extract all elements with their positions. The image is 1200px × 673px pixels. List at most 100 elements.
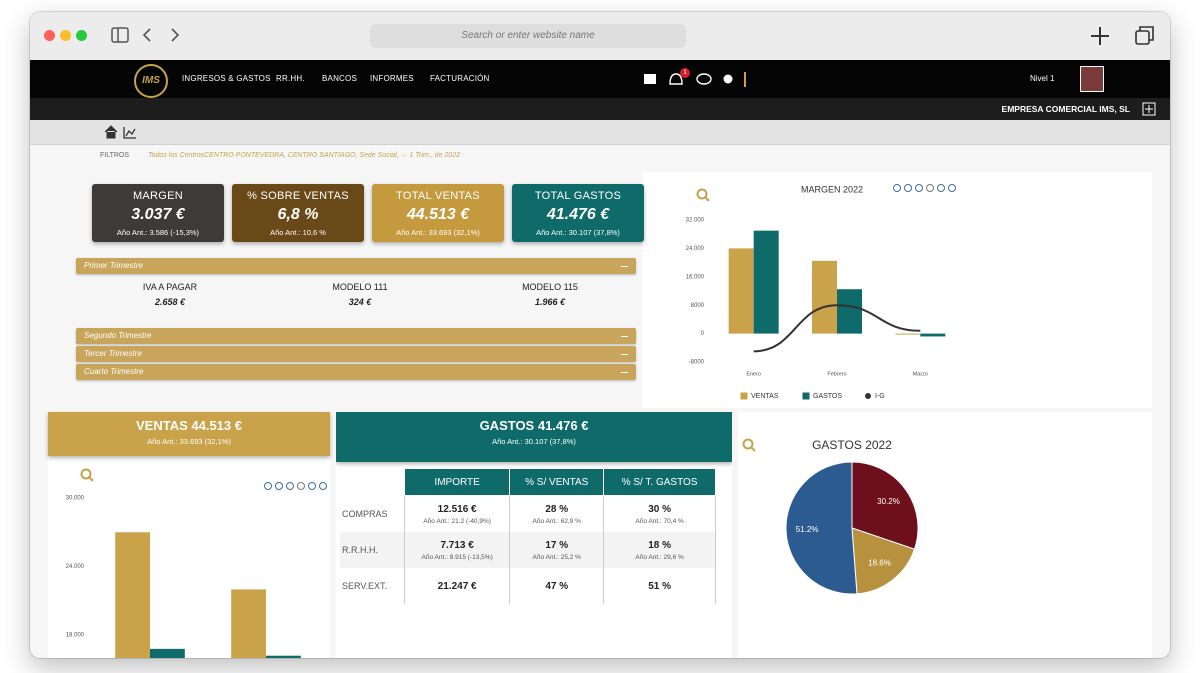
address-bar[interactable]: Search or enter website name <box>370 24 686 48</box>
chart-tool[interactable] <box>915 184 923 192</box>
nav-item[interactable]: INGRESOS & GASTOS <box>182 74 271 83</box>
zoom-icon[interactable] <box>696 188 710 202</box>
pie-slice[interactable] <box>851 527 916 595</box>
minimize-button[interactable] <box>60 30 71 41</box>
table-header[interactable]: % S/ VENTAS <box>509 468 605 496</box>
quarter-item-label: MODELO 111 <box>332 282 388 292</box>
bar <box>266 655 301 658</box>
bar <box>231 589 266 658</box>
pie-slice[interactable] <box>851 461 919 550</box>
avatar[interactable] <box>1080 66 1104 92</box>
row-label: R.R.H.H. <box>340 532 405 568</box>
table-cell: 21.247 € <box>404 568 511 604</box>
chart-tool[interactable] <box>893 184 901 192</box>
zoom-icon[interactable] <box>742 438 756 452</box>
chart-icon[interactable] <box>123 127 136 139</box>
legend-marker <box>740 392 748 400</box>
chart-tool[interactable] <box>275 482 283 490</box>
y-tick-label: 32.000 <box>686 218 705 224</box>
zoom-icon[interactable] <box>80 468 94 482</box>
kpi-previous: Año Ant.: 10,6 % <box>270 228 326 237</box>
bell-icon[interactable] <box>669 73 683 85</box>
bar <box>150 648 185 658</box>
quarter-bar[interactable]: Cuarto Trimestre <box>76 364 636 380</box>
cell-value: 7.713 € <box>440 539 474 551</box>
pie-slice[interactable] <box>785 461 858 595</box>
settings-icon[interactable] <box>723 74 733 84</box>
table-row: COMPRAS 12.516 € Año Ant.: 21.2 (-40,9%) 28… <box>340 495 716 532</box>
forward-icon[interactable] <box>171 28 180 42</box>
nav-item[interactable]: FACTURACIÓN <box>430 74 490 83</box>
chart-title: MARGEN 2022 <box>801 184 863 194</box>
quarter-bar[interactable]: Tercer Trimestre <box>76 346 636 362</box>
chart-tool[interactable] <box>308 482 316 490</box>
chart-tool[interactable] <box>904 184 912 192</box>
nav-item[interactable]: BANCOS <box>322 74 357 83</box>
kpi-title: TOTAL VENTAS <box>396 190 480 202</box>
nav-item[interactable]: INFORMES <box>370 74 414 83</box>
chat-icon[interactable] <box>696 73 712 85</box>
legend-label[interactable]: GASTOS <box>813 393 842 400</box>
zoom-handle <box>750 446 756 452</box>
expenses-table: IMPORTE% S/ VENTAS% S/ T. GASTOS COMPRAS 1… <box>340 468 716 604</box>
bar <box>837 289 862 334</box>
legend-marker <box>802 392 810 400</box>
chart-tool[interactable] <box>926 184 934 192</box>
bar <box>920 333 946 337</box>
add-icon[interactable] <box>1142 102 1156 116</box>
table-cell: 51 % <box>603 568 716 604</box>
zoom-lens <box>80 468 92 480</box>
quick-icons <box>30 120 1170 145</box>
kpi-title: % SOBRE VENTAS <box>247 190 349 202</box>
back-icon[interactable] <box>142 28 151 42</box>
tabs-icon[interactable] <box>1135 30 1150 45</box>
collapse-icon[interactable] <box>621 354 628 355</box>
table-corner <box>340 469 405 496</box>
sales-previous: Año Ant.: 33.693 (32,1%) <box>147 437 231 446</box>
chart-tool[interactable] <box>948 184 956 192</box>
chart-tool[interactable] <box>937 184 945 192</box>
home-icon[interactable] <box>104 125 118 139</box>
cell-value: 17 % <box>545 539 569 551</box>
legend-label[interactable]: VENTAS <box>751 393 779 400</box>
bar <box>728 248 754 334</box>
quarter-bar[interactable]: Segundo Trimestre <box>76 328 636 344</box>
new-tab-icon[interactable] <box>1091 27 1109 45</box>
sidebar-icon[interactable] <box>111 27 129 43</box>
expenses-pie: GASTOS 2022 30.2% 18.6% 51.2% <box>742 438 919 595</box>
chart-tool[interactable] <box>319 482 327 490</box>
bar <box>115 532 150 658</box>
bar <box>753 230 779 334</box>
quarter-item-value: 324 € <box>348 297 372 307</box>
browser-window: Search or enter website name IMS INGRESO… <box>30 12 1170 658</box>
collapse-icon[interactable] <box>621 336 628 337</box>
chart-tool[interactable] <box>264 482 272 490</box>
collapse-icon[interactable] <box>621 266 628 267</box>
row-label: SERV.EXT. <box>340 568 405 604</box>
filters-toggle[interactable]: FILTROS <box>100 152 130 159</box>
collapse-icon[interactable] <box>621 372 628 373</box>
table-cell: 28 % Año Ant.: 62,9 % <box>509 495 605 532</box>
filters-summary: Todos los CentrosCENTRO PONTEVEDRA, CENT… <box>148 152 460 159</box>
quarter-item-label: IVA A PAGAR <box>142 282 198 292</box>
chart-tool[interactable] <box>286 482 294 490</box>
margin-panel: MARGEN 2022 -8000 0 8000 16.000 24.000 32.000 E… <box>642 172 1152 408</box>
close-button[interactable] <box>44 30 55 41</box>
chart-tool[interactable] <box>297 482 305 490</box>
logo[interactable]: IMS <box>134 64 168 98</box>
y-tick-label: 8000 <box>691 303 705 309</box>
x-tick-label: Enero <box>746 371 761 377</box>
quarter-item-value: 1.966 € <box>534 297 566 307</box>
legend-label[interactable]: I-G <box>875 393 885 400</box>
archive-icon[interactable] <box>644 74 656 84</box>
notification-badge: 1 <box>680 68 690 78</box>
quarter-bar[interactable]: Primer Trimestre <box>76 258 636 274</box>
table-header[interactable]: IMPORTE <box>403 468 511 496</box>
nav-item[interactable]: RR.HH. <box>276 74 305 83</box>
quarter-item: IVA A PAGAR 2.658 € <box>90 282 250 307</box>
table-header[interactable]: % S/ T. GASTOS <box>603 468 716 496</box>
pie-label: 30.2% <box>877 497 900 506</box>
zoom-button[interactable] <box>76 30 87 41</box>
kpi-value: 6,8 % <box>277 206 319 223</box>
